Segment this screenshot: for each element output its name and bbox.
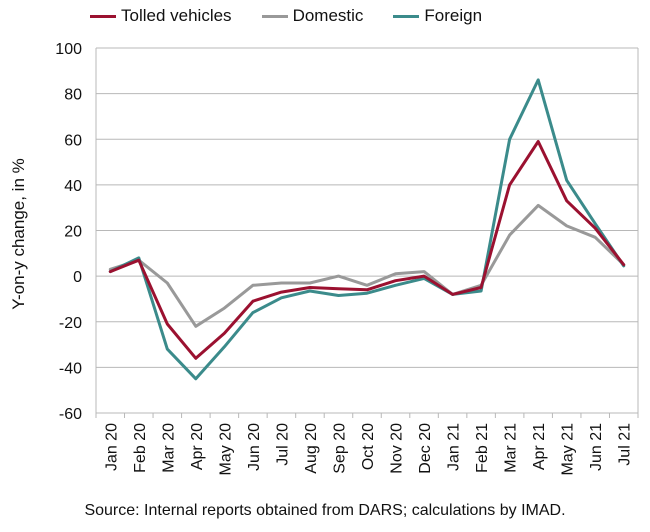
series-lines [108,78,626,381]
x-tick-label: Jan 21 [446,423,463,471]
legend-label-foreign: Foreign [424,6,483,25]
legend-label-tolled-vehicles: Tolled vehicles [121,6,232,25]
legend-label-domestic: Domestic [292,6,364,25]
y-tick-label: 40 [64,178,82,195]
legend-swatch-foreign [393,14,420,18]
legend-item-foreign: Foreign [393,6,482,26]
series-line-domestic [108,203,626,328]
legend-swatch-domestic [261,14,288,18]
x-tick-label: Oct 20 [360,423,377,470]
x-tick-label: Feb 21 [474,423,491,473]
series-line-tolled-vehicles [108,140,626,360]
x-tick-label: Nov 20 [389,423,406,474]
x-tick-label: Jan 20 [103,423,120,471]
x-tick-label: May 21 [560,423,577,476]
x-tick-label: Mar 21 [503,423,520,473]
x-tick-label: Jul 21 [617,423,634,466]
x-tick-label: May 20 [217,423,234,476]
y-tick-label: -60 [59,406,82,423]
x-tick-label: Mar 20 [160,423,177,473]
y-tick-label: 100 [55,41,82,58]
x-tick-label: Feb 20 [132,423,149,473]
legend-item-tolled-vehicles: Tolled vehicles [90,6,232,26]
legend-item-domestic: Domestic [261,6,364,26]
source-note: Source: Internal reports obtained from D… [84,502,566,519]
y-axis-ticks: 100 80 60 40 20 0 -20 -40 -60 [55,41,82,423]
y-tick-label: 60 [64,132,82,149]
y-tick-label: -40 [59,360,82,377]
y-tick-label: -20 [59,315,82,332]
y-axis-title: Y-on-y change, in % [9,158,28,310]
y-tick-label: 20 [64,224,82,241]
series-line-foreign [108,78,626,381]
x-tick-label: Jul 20 [274,423,291,466]
x-tick-label: Dec 20 [417,423,434,474]
x-tick-label: Apr 21 [531,423,548,470]
y-tick-label: 0 [73,269,82,286]
x-tick-label: Apr 20 [189,423,206,470]
line-chart: 100 80 60 40 20 0 -20 -40 -60 Jan 20 Feb 20 Mar 20… [9,41,639,476]
legend-swatch-tolled-vehicles [90,14,116,18]
legend: Tolled vehicles Domestic Foreign [90,6,482,26]
x-tick-label: Jun 21 [588,423,605,471]
x-tick-label: Jun 20 [246,423,263,471]
x-tick-label: Aug 20 [303,423,320,474]
x-tick-label: Sep 20 [331,423,348,474]
y-tick-label: 80 [64,87,82,104]
x-axis-ticks: Jan 20 Feb 20 Mar 20 Apr 20 May 20 Jun 20 Jul … [95,413,639,476]
